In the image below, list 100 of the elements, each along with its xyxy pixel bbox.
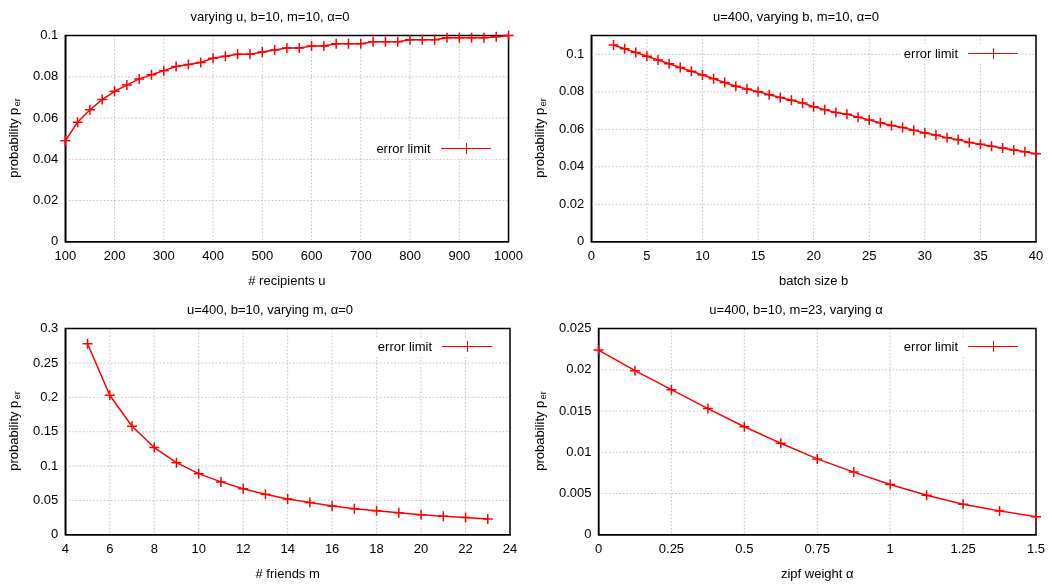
y-axis-title: probability per: [5, 391, 23, 471]
point: [194, 56, 207, 69]
point: [920, 489, 933, 501]
point: [348, 502, 361, 515]
y-axis-title: probability per: [5, 98, 23, 178]
x-tick-label: 800: [399, 248, 421, 264]
point: [459, 511, 472, 524]
point: [607, 39, 620, 51]
point: [268, 44, 281, 56]
point: [1030, 510, 1042, 523]
point: [293, 42, 305, 54]
point: [379, 36, 392, 48]
point: [852, 111, 864, 123]
point: [1019, 146, 1031, 158]
x-tick-label: 15: [750, 248, 766, 264]
x-tick-label: 18: [369, 541, 384, 557]
y-tick-label: 0.04: [32, 150, 59, 166]
point: [952, 133, 964, 146]
y-tick-label: 0.06: [558, 120, 585, 136]
point: [256, 46, 269, 58]
point: [170, 60, 182, 73]
point: [796, 97, 809, 109]
chart-title: varying u, b=10, m=10, α=0: [190, 9, 350, 25]
x-tick-label: 1.5: [1026, 541, 1046, 557]
point: [326, 500, 338, 512]
x-axis-title: batch size b: [778, 272, 849, 288]
y-axis-title: probability per: [531, 391, 549, 471]
point: [281, 493, 294, 505]
y-tick-label: 0.06: [32, 109, 59, 125]
point: [841, 108, 853, 121]
point: [416, 33, 429, 46]
point: [696, 69, 709, 81]
point: [428, 33, 441, 46]
point: [1008, 144, 1020, 156]
point: [685, 65, 698, 77]
x-tick-label: 100: [54, 248, 77, 264]
x-tick-label: 14: [280, 541, 295, 557]
x-tick-label: 0.25: [658, 541, 685, 557]
point: [738, 421, 751, 433]
point: [170, 456, 183, 469]
point: [819, 103, 831, 116]
y-tick-label: 0.025: [558, 320, 592, 336]
point: [192, 467, 205, 480]
point: [663, 57, 675, 70]
x-tick-label: 10: [191, 541, 206, 557]
point: [885, 119, 898, 132]
point: [71, 116, 84, 128]
point: [874, 117, 887, 129]
point: [629, 364, 641, 377]
x-tick-label: 0.5: [735, 541, 754, 557]
point: [907, 124, 920, 137]
x-tick-label: 1: [886, 541, 894, 557]
point: [415, 509, 427, 521]
point: [884, 478, 896, 491]
y-tick-label: 0: [51, 233, 59, 249]
point: [108, 85, 121, 98]
point: [985, 140, 998, 152]
y-tick-label: 0.02: [32, 192, 59, 208]
y-tick-label: 0.02: [566, 361, 592, 377]
x-tick-label: 5: [643, 248, 651, 264]
point: [182, 58, 195, 71]
point: [482, 513, 494, 525]
x-tick-label: 700: [349, 248, 372, 264]
point: [304, 496, 316, 509]
point: [81, 337, 94, 350]
y-tick-label: 0: [577, 233, 585, 249]
point: [974, 138, 987, 151]
legend-label: error limit: [903, 339, 958, 355]
point: [145, 69, 158, 81]
point: [665, 383, 678, 396]
x-tick-label: 500: [251, 248, 274, 264]
y-tick-label: 0.1: [40, 457, 59, 473]
point: [996, 142, 1009, 154]
legend-label: error limit: [376, 141, 431, 157]
x-tick-label: 1.25: [950, 541, 976, 557]
y-axis-title: probability per: [531, 98, 549, 178]
point: [259, 488, 272, 500]
point: [618, 42, 631, 55]
y-tick-label: 0.01: [566, 443, 592, 459]
x-axis-title: # friends m: [255, 565, 320, 581]
point: [126, 420, 138, 432]
x-tick-label: 4: [61, 541, 69, 557]
point: [158, 64, 170, 77]
point: [465, 31, 478, 44]
legend-label: error limit: [377, 339, 432, 355]
y-tick-label: 0.015: [558, 402, 592, 418]
point: [730, 80, 742, 92]
point: [674, 61, 686, 74]
point: [441, 31, 453, 44]
chart-title: u=400, varying b, m=10, α=0: [712, 9, 880, 25]
point: [393, 507, 405, 519]
point: [847, 466, 860, 478]
point: [237, 483, 249, 495]
point: [741, 83, 753, 95]
y-tick-label: 0.15: [32, 423, 59, 439]
point: [437, 510, 450, 522]
point: [391, 36, 404, 48]
point: [453, 31, 466, 44]
point: [774, 91, 787, 104]
point: [231, 48, 244, 60]
